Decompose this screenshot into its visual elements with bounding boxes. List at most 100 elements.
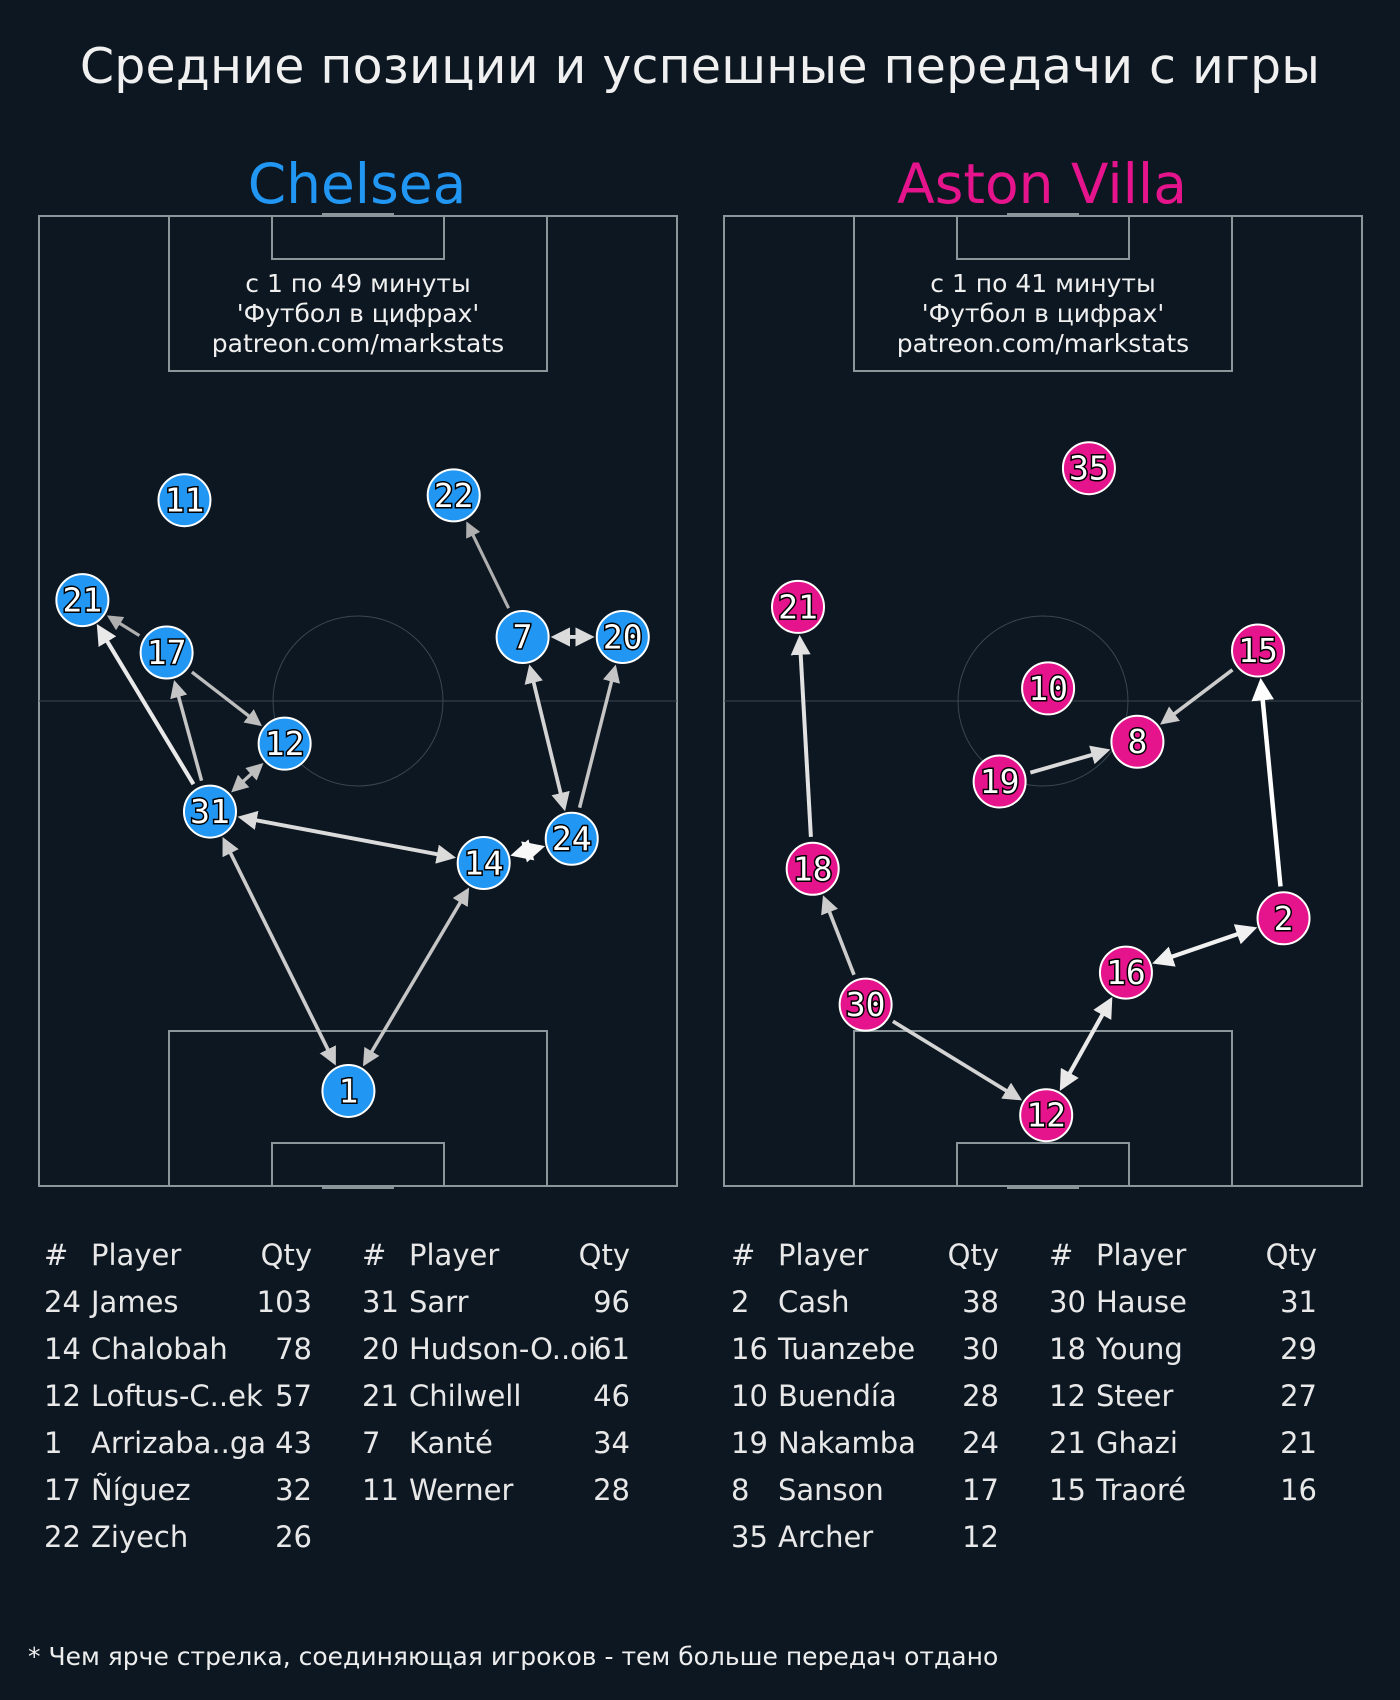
- cell-num: #: [44, 1238, 69, 1272]
- cell-num: 15: [1049, 1473, 1086, 1507]
- cell-player: Cash: [778, 1285, 850, 1319]
- cell-player: Player: [409, 1238, 500, 1272]
- player-marker-14: 14: [456, 835, 511, 890]
- stats-table-chelsea-1: # Player Qty 24 James 103 14 Chalobah 78 12 Loftus…: [44, 1238, 312, 1567]
- cell-num: 17: [44, 1473, 81, 1507]
- cell-player: Player: [1096, 1238, 1187, 1272]
- player-number: 19: [980, 762, 1020, 801]
- pass-arrow-16-2: [1152, 924, 1258, 967]
- cell-num: 20: [362, 1332, 399, 1366]
- cell-player: Arrizaba..ga: [91, 1426, 267, 1460]
- player-number: 20: [603, 617, 643, 656]
- pass-arrow-24-20: [577, 664, 620, 809]
- cell-num: 18: [1049, 1332, 1086, 1366]
- cell-qty: 96: [593, 1285, 630, 1319]
- player-markers: 35 21 15 10 8 19 18 2 16 30 12: [771, 441, 1311, 1143]
- pass-arrow-17-12: [190, 670, 262, 727]
- cell-qty: 57: [275, 1379, 312, 1413]
- player-marker-12: 12: [257, 716, 312, 771]
- cell-player: Hudson-O..oi: [409, 1332, 596, 1366]
- pass-arrow-31-12: [231, 762, 264, 793]
- table-header-row: # Player Qty: [731, 1238, 999, 1285]
- player-marker-30: 30: [838, 977, 893, 1032]
- cell-qty: 34: [593, 1426, 630, 1460]
- cell-player: Werner: [409, 1473, 514, 1507]
- cell-qty: 43: [275, 1426, 312, 1460]
- table-row: 16 Tuanzebe 30: [731, 1332, 999, 1379]
- player-dot: [838, 977, 893, 1032]
- cell-player: Tuanzebe: [778, 1332, 916, 1366]
- cell-num: 12: [1049, 1379, 1086, 1413]
- player-number: 15: [1238, 631, 1278, 670]
- cell-qty: 32: [275, 1473, 312, 1507]
- player-marker-1: 1: [321, 1063, 376, 1118]
- pass-arrows: [790, 634, 1283, 1101]
- page-title: Средние позиции и успешные передачи с иг…: [79, 38, 1321, 95]
- footnote: * Чем ярче стрелка, соединяющая игроков …: [28, 1642, 999, 1671]
- player-number: 31: [190, 792, 230, 831]
- player-number: 8: [1127, 722, 1147, 761]
- player-marker-24: 24: [544, 811, 599, 866]
- center-circle: [272, 615, 444, 787]
- cell-num: 35: [731, 1520, 768, 1554]
- pitch-note-line: patreon.com/markstats: [897, 329, 1189, 358]
- pass-arrow-30-12: [891, 1019, 1023, 1101]
- player-number: 17: [147, 633, 187, 672]
- player-number: 18: [793, 849, 833, 888]
- cell-qty: Qty: [578, 1238, 630, 1272]
- cell-num: 16: [731, 1332, 768, 1366]
- pitch-note-line: patreon.com/markstats: [212, 329, 504, 358]
- stats-table-chelsea-2: # Player Qty 31 Sarr 96 20 Hudson-O..oi 61 21 Chil…: [362, 1238, 630, 1520]
- cell-qty: 30: [962, 1332, 999, 1366]
- goal-box-top: [956, 215, 1130, 260]
- player-number: 21: [778, 587, 818, 626]
- player-number: 16: [1106, 953, 1146, 992]
- player-dot: [771, 579, 826, 634]
- cell-qty: 78: [275, 1332, 312, 1366]
- player-dot: [544, 811, 599, 866]
- table-row: 8 Sanson 17: [731, 1473, 999, 1520]
- cell-qty: 28: [593, 1473, 630, 1507]
- cell-player: Archer: [778, 1520, 874, 1554]
- player-number: 2: [1274, 899, 1294, 938]
- player-markers: 11 22 21 17 7 20 12 31 24 14 1: [55, 468, 650, 1118]
- cell-num: 21: [362, 1379, 399, 1413]
- pitch-note-line: 'Футбол в цифрах': [922, 299, 1165, 328]
- pass-arrow-18-21: [790, 634, 813, 837]
- cell-num: 2: [731, 1285, 750, 1319]
- cell-player: Sarr: [409, 1285, 469, 1319]
- pass-arrow-1-14: [362, 887, 470, 1067]
- player-marker-7: 7: [495, 609, 550, 664]
- player-marker-2: 2: [1256, 891, 1311, 946]
- cell-num: 12: [44, 1379, 81, 1413]
- pitch-villa: с 1 по 41 минуты'Футбол в цифрах'patreon…: [723, 213, 1363, 1189]
- cell-num: #: [362, 1238, 387, 1272]
- cell-qty: 12: [962, 1520, 999, 1554]
- cell-num: 10: [731, 1379, 768, 1413]
- cell-qty: 28: [962, 1379, 999, 1413]
- pass-arrow-15-8: [1160, 668, 1234, 725]
- cell-qty: Qty: [1265, 1238, 1317, 1272]
- pitch-note-line: с 1 по 49 минуты: [245, 269, 470, 298]
- cell-num: #: [1049, 1238, 1074, 1272]
- center-circle: [957, 615, 1129, 787]
- cell-player: Loftus-C..ek: [91, 1379, 263, 1413]
- cell-qty: 46: [593, 1379, 630, 1413]
- cell-player: Sanson: [778, 1473, 884, 1507]
- player-number: 24: [552, 819, 592, 858]
- cell-player: James: [91, 1285, 179, 1319]
- player-number: 7: [513, 617, 533, 656]
- player-number: 22: [434, 476, 474, 515]
- stats-table-villa-1: # Player Qty 2 Cash 38 16 Tuanzebe 30 10 Buendía 28…: [731, 1238, 999, 1567]
- cell-player: Player: [91, 1238, 182, 1272]
- team-name-chelsea: Chelsea: [247, 152, 467, 216]
- player-marker-19: 19: [972, 754, 1027, 809]
- player-dot: [182, 784, 237, 839]
- pitch-note-line: 'Футбол в цифрах': [237, 299, 480, 328]
- cell-qty: 21: [1280, 1426, 1317, 1460]
- table-row: 30 Hause 31: [1049, 1285, 1317, 1332]
- table-row: 19 Nakamba 24: [731, 1426, 999, 1473]
- player-dot: [495, 609, 550, 664]
- player-dot: [595, 609, 650, 664]
- player-number: 11: [165, 481, 205, 520]
